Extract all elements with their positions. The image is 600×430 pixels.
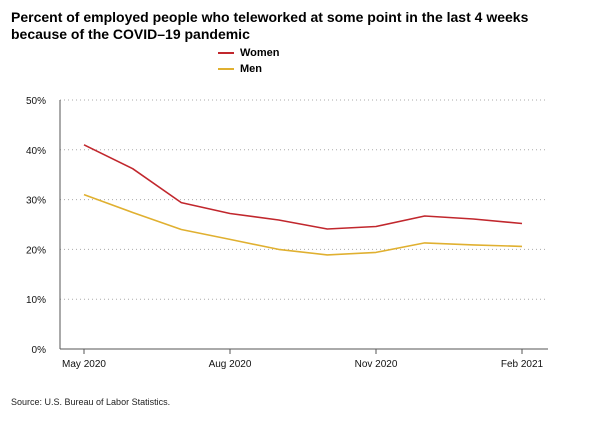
chart-title: Percent of employed people who teleworke… [11, 9, 529, 42]
x-tick-label: Nov 2020 [355, 359, 398, 370]
y-tick-label: 10% [26, 295, 46, 306]
legend-swatch-women [218, 52, 234, 54]
series-line-men [83, 193, 523, 256]
legend-item-men: Men [218, 61, 280, 77]
source-note: Source: U.S. Bureau of Labor Statistics. [11, 397, 171, 407]
legend-swatch-men [218, 68, 234, 70]
x-tick-label: Feb 2021 [501, 359, 544, 370]
series-line-women [83, 144, 523, 230]
legend-item-women: Women [218, 45, 280, 61]
y-tick-label: 20% [26, 245, 46, 256]
legend-label-women: Women [240, 47, 280, 59]
y-tick-label: 40% [26, 146, 46, 157]
legend: Women Men [218, 45, 280, 77]
y-tick-label: 0% [32, 345, 47, 356]
x-tick-label: May 2020 [62, 359, 106, 370]
y-tick-label: 30% [26, 196, 46, 207]
legend-label-men: Men [240, 63, 262, 75]
x-tick-label: Aug 2020 [209, 359, 252, 370]
y-tick-label: 50% [26, 96, 46, 107]
